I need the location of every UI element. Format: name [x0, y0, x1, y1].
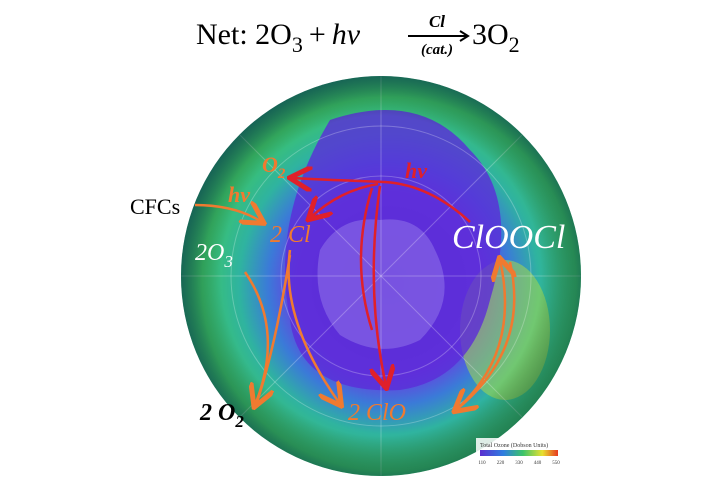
photon: hν	[332, 18, 361, 51]
cfcs: CFCs	[130, 194, 180, 219]
legend-tick: 220	[497, 461, 505, 466]
legend-tick: 440	[534, 461, 542, 466]
clo-label: 2 ClO	[348, 400, 406, 426]
o2-product-label: 2 O2	[199, 400, 244, 431]
catalyst: Cl	[429, 12, 445, 31]
reactant: 2O	[255, 18, 292, 51]
o3: 2O	[195, 240, 224, 266]
plus: +	[309, 18, 326, 51]
prefix: Net:	[196, 18, 248, 51]
o2-product-sub: 2	[234, 412, 244, 431]
product: 3O	[472, 18, 509, 51]
o2-label: O2	[262, 152, 286, 182]
o3-sub: 3	[223, 252, 233, 271]
o2: O	[262, 152, 278, 177]
product-sub: 2	[509, 32, 520, 57]
reactant-sub: 3	[292, 32, 303, 57]
o3-label: 2O3	[195, 240, 233, 271]
legend: Total Ozone (Dobson Units) 110 220 330 440 5…	[476, 438, 562, 468]
globe	[181, 76, 581, 476]
legend-tick: 110	[478, 461, 486, 466]
o2-product: 2 O	[199, 400, 235, 426]
legend-tick: 330	[515, 461, 523, 466]
equation: Net: 2O3 + hν Cl (cat.) 3O2	[196, 12, 520, 58]
labels: O2 hν CFCs hν 2 Cl 2O3 ClOOCl 2 O2 2 ClO	[130, 152, 565, 431]
catalyst-note: (cat.)	[421, 42, 453, 58]
equation-right: 3O2	[472, 18, 520, 57]
arrows	[194, 178, 514, 410]
o2-sub: 2	[277, 166, 286, 182]
equation-left: Net: 2O3 + hν	[196, 18, 361, 57]
legend-tick: 550	[552, 461, 560, 466]
cl-label: 2 Cl	[270, 222, 311, 248]
clooci-label: ClOOCl	[452, 219, 565, 256]
photon-orange: hν	[228, 182, 250, 207]
photon-red: hν	[405, 158, 427, 183]
legend-title: Total Ozone (Dobson Units)	[480, 442, 548, 449]
legend-scale	[480, 450, 558, 456]
